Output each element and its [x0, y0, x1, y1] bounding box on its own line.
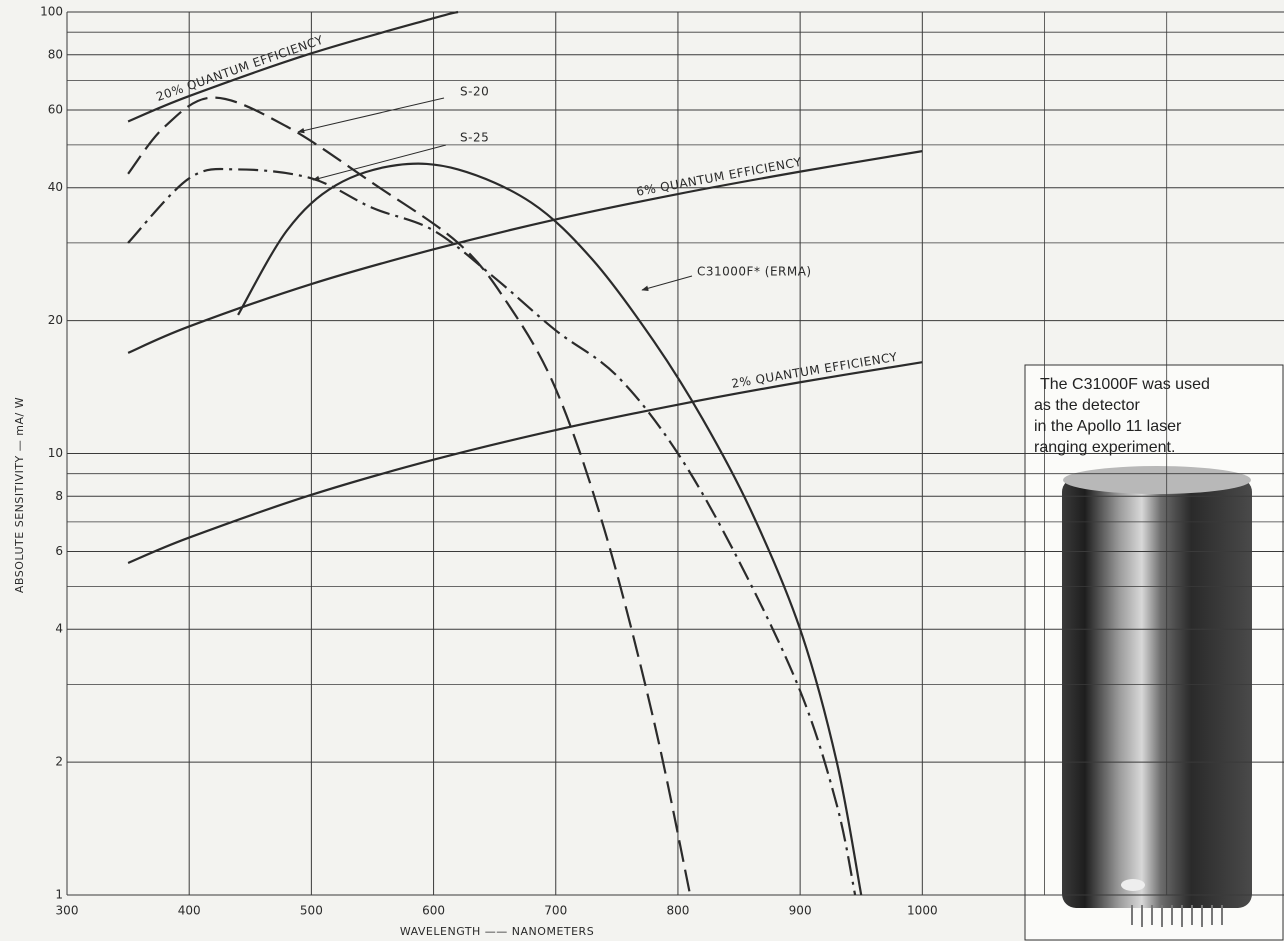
y-tick-label: 100 — [40, 5, 63, 19]
y-tick-label: 4 — [55, 622, 63, 636]
y-tick-label: 2 — [55, 755, 63, 769]
y-tick-label: 6 — [55, 544, 63, 558]
y-tick-label: 40 — [48, 180, 63, 194]
y-tick-label: 60 — [48, 102, 63, 116]
x-tick-label: 900 — [789, 904, 812, 918]
inset-caption: in the Apollo 11 laser — [1034, 418, 1182, 435]
annotation-arrow — [641, 275, 693, 291]
y-tick-label: 20 — [48, 313, 63, 327]
inset-caption: The C31000F was used — [1040, 376, 1210, 393]
y-tick-label: 10 — [48, 446, 63, 460]
series-label: C31000F* (ERMA) — [697, 265, 812, 279]
series-line — [237, 162, 863, 896]
series-line — [127, 361, 923, 564]
series-line — [127, 96, 692, 896]
inset — [1024, 364, 1284, 941]
annotation-arrow — [312, 144, 447, 182]
series-label: 6% QUANTUM EFFICIENCY — [635, 155, 803, 199]
y-axis-label: ABSOLUTE SENSITIVITY — mA/ W — [13, 397, 26, 593]
tube-top — [1063, 466, 1251, 494]
tube-pins — [1131, 905, 1223, 927]
series-label: S-20 — [460, 85, 489, 99]
x-tick-label: 1000 — [907, 904, 938, 918]
x-axis-label: WAVELENGTH —— NANOMETERS — [400, 925, 594, 938]
tube-body — [1062, 478, 1252, 908]
x-tick-label: 400 — [178, 904, 201, 918]
annotation-arrow — [297, 97, 445, 134]
series-label: 20% QUANTUM EFFICIENCY — [154, 33, 325, 104]
tube-reflection — [1121, 879, 1145, 891]
series-line — [127, 10, 459, 123]
y-tick-label: 80 — [48, 47, 63, 61]
x-tick-label: 700 — [544, 904, 567, 918]
grid — [66, 11, 1284, 896]
x-tick-label: 500 — [300, 904, 323, 918]
x-tick-label: 600 — [422, 904, 445, 918]
y-tick-label: 8 — [55, 489, 63, 503]
inset-caption: as the detector — [1034, 397, 1141, 414]
x-tick-label: 800 — [666, 904, 689, 918]
series-label: S-25 — [460, 131, 489, 145]
inset-caption: ranging experiment. — [1034, 439, 1175, 456]
x-tick-label: 300 — [56, 904, 79, 918]
series-line — [127, 150, 923, 354]
y-tick-label: 1 — [55, 888, 63, 902]
series-line — [127, 167, 857, 896]
